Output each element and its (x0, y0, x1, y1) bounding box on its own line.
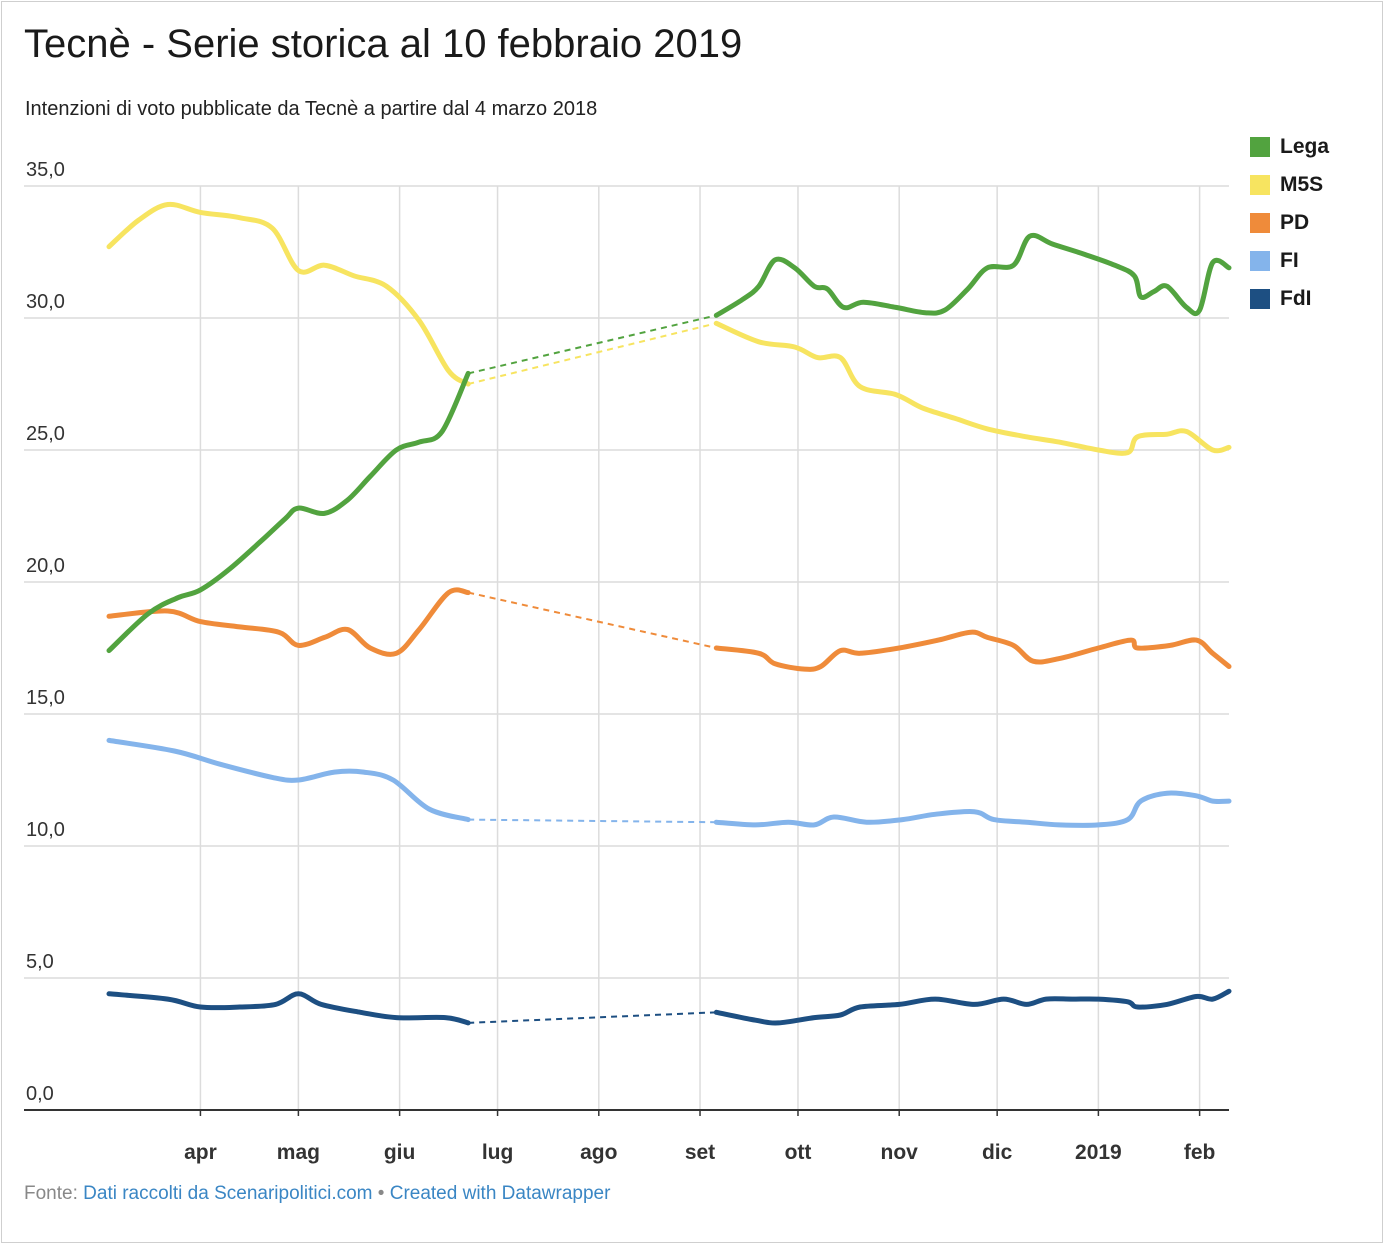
legend-swatch (1250, 175, 1270, 195)
legend-swatch (1250, 213, 1270, 233)
series-lega (106, 232, 1232, 654)
chart-title: Tecnè - Serie storica al 10 febbraio 201… (24, 22, 743, 66)
legend-swatch (1250, 137, 1270, 157)
series-gap-line-fi (468, 818, 717, 824)
x-tick-label: nov (881, 1141, 919, 1164)
series-gap-line-lega (467, 314, 717, 375)
source-link[interactable]: Dati raccolti da Scenaripolitici.com (83, 1183, 373, 1204)
series-line-fdi-spring[interactable] (106, 991, 471, 1026)
series-fi (106, 737, 1232, 828)
legend-swatch (1250, 251, 1270, 271)
series-lines (106, 201, 1232, 1026)
legend: Lega M5S PD FI FdI (1250, 128, 1329, 318)
legend-item-fdi[interactable]: FdI (1250, 280, 1329, 318)
y-tick-label: 30,0 (26, 291, 65, 313)
x-tick-label: 2019 (1075, 1141, 1122, 1164)
legend-item-pd[interactable]: PD (1250, 204, 1329, 242)
x-tick-label: apr (184, 1141, 217, 1164)
footer: Fonte: Dati raccolti da Scenaripolitici.… (24, 1183, 610, 1205)
series-pd (106, 587, 1232, 672)
legend-item-m5s[interactable]: M5S (1250, 166, 1329, 204)
datawrapper-link[interactable]: Created with Datawrapper (389, 1183, 611, 1204)
x-tick-label: ott (785, 1141, 812, 1164)
footer-prefix: Fonte: (24, 1183, 78, 1204)
legend-label: M5S (1280, 173, 1324, 196)
y-tick-label: 35,0 (26, 159, 65, 181)
legend-item-fi[interactable]: FI (1250, 242, 1329, 280)
legend-label: FI (1280, 249, 1299, 272)
x-tick-label: feb (1184, 1141, 1216, 1164)
series-gap-line-fdi (468, 1011, 717, 1024)
series-line-m5s-spring[interactable] (106, 201, 471, 387)
series-line-fi-spring[interactable] (106, 737, 471, 823)
series-line-pd-autumn[interactable] (713, 629, 1232, 672)
footer-separator: • (377, 1183, 385, 1204)
series-line-fi-autumn[interactable] (713, 790, 1232, 828)
chart-subtitle: Intenzioni di voto pubblicate da Tecnè a… (25, 98, 598, 120)
y-tick-label: 15,0 (26, 687, 65, 709)
series-m5s (106, 201, 1232, 456)
axes: 0,0 5,0 10,0 15,0 20,0 25,0 30,0 35,0 apr mag giu l… (24, 159, 1229, 1164)
y-tick-label: 5,0 (26, 951, 54, 973)
legend-label: PD (1280, 211, 1310, 234)
legend-label: Lega (1280, 135, 1330, 158)
x-tick-label: giu (384, 1141, 416, 1164)
series-line-lega-autumn[interactable] (713, 232, 1232, 318)
series-fdi (106, 988, 1232, 1026)
series-line-fdi-autumn[interactable] (713, 988, 1232, 1026)
series-line-lega-spring[interactable] (106, 370, 471, 654)
y-tick-label: 25,0 (26, 423, 65, 445)
x-tick-label: lug (482, 1141, 514, 1164)
grid (24, 185, 1229, 1110)
x-tick-label: ago (580, 1141, 617, 1164)
y-tick-label: 20,0 (26, 555, 65, 577)
y-tick-label: 10,0 (26, 819, 65, 841)
x-tick-label: set (685, 1141, 715, 1164)
x-tick-label: dic (982, 1141, 1013, 1164)
legend-label: FdI (1280, 287, 1312, 310)
series-line-m5s-autumn[interactable] (713, 320, 1232, 456)
x-tick-label: mag (277, 1141, 320, 1164)
legend-item-lega[interactable]: Lega (1250, 128, 1329, 166)
y-tick-label: 0,0 (26, 1083, 54, 1105)
series-line-pd-spring[interactable] (106, 587, 471, 657)
series-gap-line-pd (467, 591, 717, 649)
series-gap-line-m5s (467, 322, 717, 385)
legend-swatch (1250, 289, 1270, 309)
